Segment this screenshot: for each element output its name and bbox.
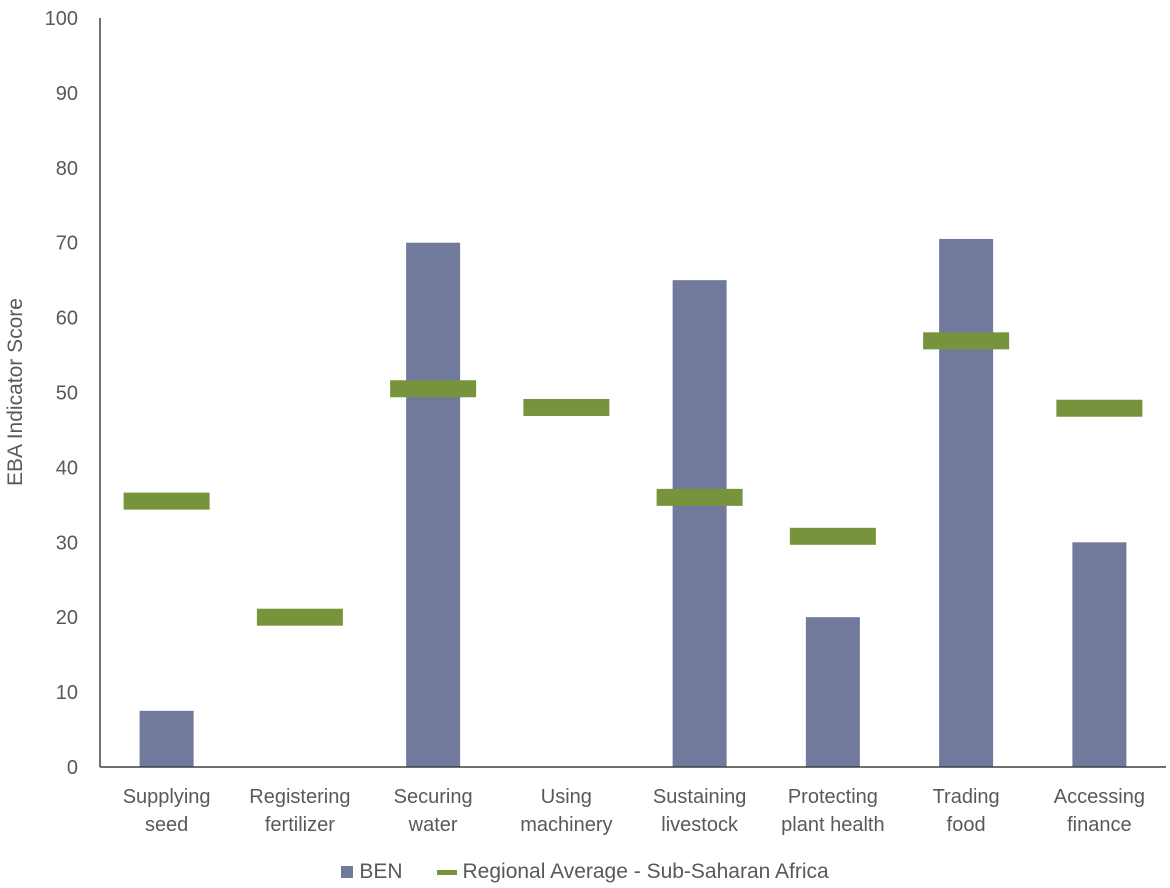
- bar-series: [139, 238, 1127, 767]
- x-tick-label: Accessing finance: [1054, 786, 1145, 836]
- y-tick-label: 60: [56, 308, 78, 330]
- y-tick-label: 0: [67, 757, 78, 779]
- x-tick-label: Trading food: [933, 786, 1000, 836]
- y-axis-title: EBA Indicator Score: [4, 298, 27, 486]
- y-tick-label: 30: [56, 532, 78, 554]
- x-tick-label: Sustaining livestock: [653, 786, 746, 836]
- chart-svg: EBA Indicator Score 0 10 20 30 40 50 60 70 80 90 1…: [4, 8, 1166, 836]
- y-tick-label: 100: [45, 8, 78, 30]
- marker-series: [123, 332, 1143, 626]
- bar: [672, 280, 727, 767]
- average-marker: [1056, 399, 1143, 417]
- average-marker: [123, 492, 210, 510]
- average-marker: [523, 398, 610, 416]
- axes: [99, 18, 1166, 768]
- y-axis-title-group: EBA Indicator Score: [4, 298, 27, 486]
- average-marker: [789, 527, 876, 545]
- bar: [805, 617, 860, 767]
- legend-swatch-line: [436, 869, 457, 875]
- average-marker: [390, 380, 477, 398]
- legend-label-regional-average: Regional Average - Sub-Saharan Africa: [462, 860, 829, 883]
- bar: [1072, 542, 1127, 767]
- x-tick-label: Protecting plant health: [781, 786, 884, 836]
- y-tick-label: 70: [56, 233, 78, 255]
- x-tick-label: Using machinery: [520, 786, 612, 836]
- y-tick-labels: 0 10 20 30 40 50 60 70 80 90 100: [45, 8, 78, 779]
- legend: BEN Regional Average - Sub-Saharan Afric…: [0, 858, 1170, 886]
- y-tick-label: 20: [56, 607, 78, 629]
- y-tick-label: 80: [56, 158, 78, 180]
- average-marker: [656, 488, 743, 506]
- legend-item-regional-average: Regional Average - Sub-Saharan Africa: [436, 860, 829, 884]
- x-tick-labels: Supplying seed Registering fertilizer Securi…: [123, 786, 1145, 836]
- x-tick-label: Securing water: [394, 786, 473, 836]
- y-tick-label: 50: [56, 383, 78, 405]
- bar: [139, 710, 194, 767]
- bar: [939, 238, 994, 767]
- legend-label-ben: BEN: [359, 860, 403, 883]
- y-tick-label: 40: [56, 457, 78, 479]
- legend-swatch-bar: [341, 866, 354, 878]
- y-tick-label: 10: [56, 682, 78, 704]
- average-marker: [256, 608, 343, 626]
- x-tick-label: Supplying seed: [123, 786, 211, 836]
- average-marker: [923, 332, 1010, 350]
- y-tick-label: 90: [56, 83, 78, 105]
- legend-item-ben: BEN: [341, 860, 403, 884]
- bar: [406, 242, 461, 767]
- x-tick-label: Registering fertilizer: [249, 786, 350, 836]
